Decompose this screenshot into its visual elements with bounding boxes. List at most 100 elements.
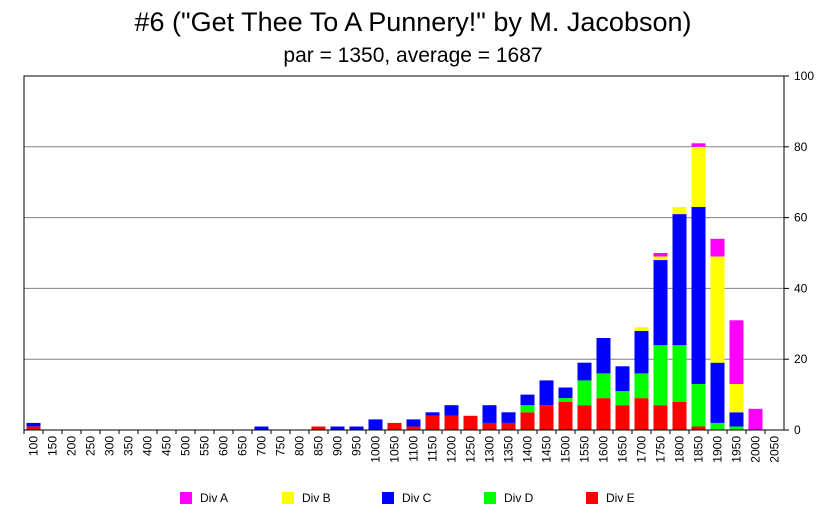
y-tick-label: 60 [794,211,808,225]
bar-div-d-1500 [558,398,573,402]
bar-div-e-1100 [406,426,421,430]
bar-div-a-2000 [748,408,763,430]
bar-div-c-1700 [634,330,649,374]
bar-div-c-100 [26,422,41,427]
bar-div-e-1450 [539,405,554,430]
x-tick-label: 1200 [445,436,459,463]
legend-label: Div E [606,491,635,505]
x-tick-label: 800 [293,436,307,456]
bar-div-d-1550 [577,380,592,406]
bar-div-e-1200 [444,415,459,430]
x-tick-label: 900 [331,436,345,456]
bar-div-c-1600 [596,338,611,374]
bar-div-e-1250 [463,415,478,430]
y-tick-label: 80 [794,140,808,154]
x-tick-label: 1800 [673,436,687,463]
bar-div-e-1150 [425,415,440,430]
bar-div-e-1500 [558,401,573,430]
y-tick-label: 40 [794,281,808,295]
bar-div-c-1550 [577,362,592,381]
bar-div-e-1800 [672,401,687,430]
bar-div-e-1050 [387,422,402,430]
bar-div-c-900 [330,426,345,430]
x-tick-label: 1950 [730,436,744,463]
bar-div-e-1700 [634,398,649,430]
bar-div-c-1900 [710,362,725,423]
x-tick-label: 500 [179,436,193,456]
bar-div-c-1850 [691,207,706,384]
x-tick-label: 350 [122,436,136,456]
x-tick-label: 1050 [388,436,402,463]
bar-div-c-1400 [520,394,535,406]
legend-swatch [382,492,394,504]
bar-div-d-1600 [596,373,611,399]
x-tick-label: 650 [236,436,250,456]
x-tick-label: 1700 [635,436,649,463]
legend-swatch [180,492,192,504]
legend-item-div-e: Div E [586,490,635,506]
bar-div-a-1850 [691,143,706,147]
bar-div-c-1800 [672,214,687,346]
chart-subtitle: par = 1350, average = 1687 [283,44,543,67]
x-tick-label: 1750 [654,436,668,463]
bar-div-c-1950 [729,412,744,427]
bar-div-c-1150 [425,412,440,416]
y-tick-label: 0 [794,423,801,437]
x-tick-label: 2000 [749,436,763,463]
chart-title: #6 ("Get Thee To A Punnery!" by M. Jacob… [134,7,692,37]
bar-div-e-1300 [482,422,497,430]
legend-item-div-d: Div D [484,490,533,506]
bar-div-e-1550 [577,405,592,430]
y-tick-label: 100 [794,69,814,83]
legend-swatch [586,492,598,504]
x-tick-label: 2050 [768,436,782,463]
x-tick-label: 250 [84,436,98,456]
x-tick-label: 1300 [483,436,497,463]
bar-div-d-1800 [672,345,687,402]
bar-div-a-1900 [710,238,725,257]
x-tick-label: 1350 [502,436,516,463]
x-tick-label: 700 [255,436,269,456]
bar-div-c-1750 [653,260,668,346]
bar-div-b-1950 [729,384,744,413]
legend-item-div-c: Div C [382,490,431,506]
bar-div-e-100 [26,426,41,430]
x-tick-label: 950 [350,436,364,456]
legend-label: Div C [402,491,432,505]
bar-div-b-1750 [653,256,668,260]
bar-div-b-1700 [634,327,649,331]
x-tick-label: 1900 [711,436,725,463]
x-tick-label: 1100 [407,436,421,462]
legend-item-div-a: Div A [180,490,228,506]
y-tick-label: 20 [794,352,808,366]
x-tick-label: 550 [198,436,212,456]
legend-swatch [484,492,496,504]
bar-div-c-1450 [539,380,554,406]
x-tick-label: 850 [312,436,326,456]
x-tick-label: 1600 [597,436,611,463]
bar-div-c-950 [349,426,364,430]
bar-div-c-1650 [615,366,630,392]
x-tick-label: 1550 [578,436,592,463]
bar-div-c-1300 [482,405,497,423]
x-tick-label: 100 [27,436,41,456]
bar-div-e-850 [311,426,326,430]
legend-label: Div A [200,491,229,505]
chart-legend: Div A Div B Div C Div D Div E [0,490,826,510]
legend-swatch [282,492,294,504]
bar-div-c-1200 [444,405,459,416]
bar-div-e-1850 [691,426,706,430]
bar-div-e-1650 [615,405,630,430]
bar-div-e-1750 [653,405,668,430]
bar-div-e-1400 [520,412,535,430]
bar-div-c-1350 [501,412,516,423]
bar-div-b-1850 [691,146,706,207]
x-tick-label: 1250 [464,436,478,463]
bar-div-c-1100 [406,419,421,427]
bar-div-c-700 [254,426,269,430]
bar-div-b-1800 [672,207,687,215]
legend-label: Div B [302,491,331,505]
x-tick-label: 1000 [369,436,383,463]
x-tick-label: 1450 [540,436,554,463]
